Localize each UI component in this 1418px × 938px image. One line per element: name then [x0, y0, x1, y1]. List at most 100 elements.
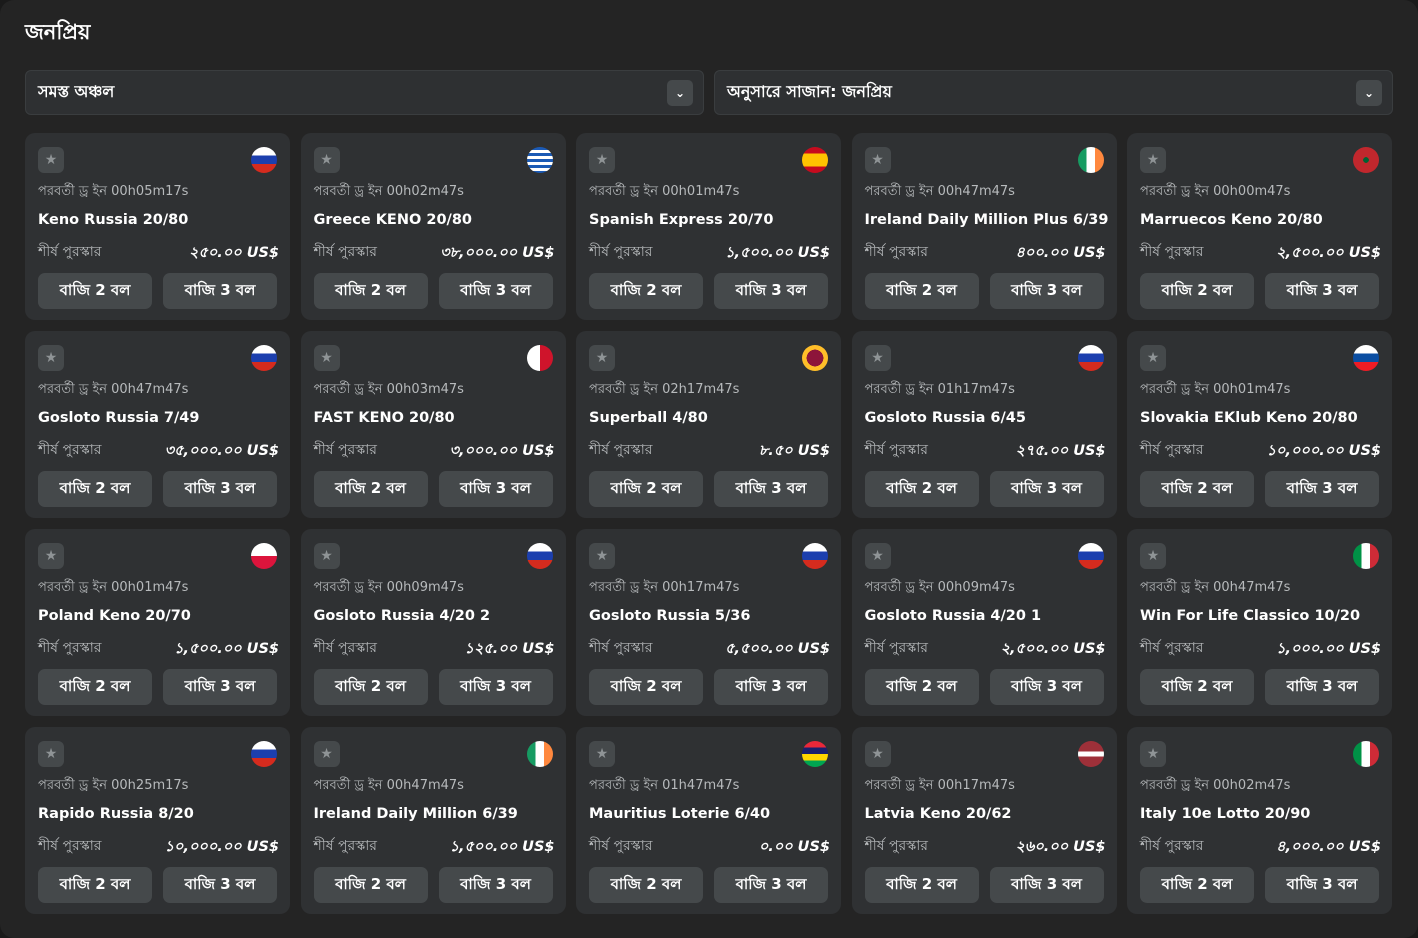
favorite-star-icon[interactable]: ★ [313, 543, 340, 569]
bet-3-balls-button[interactable]: বাজি 3 বল [989, 471, 1104, 507]
lottery-card[interactable]: ★ পরবর্তী ড্র ইন 00h01m47s Spanish Expre… [576, 133, 841, 320]
bet-3-balls-button[interactable]: বাজি 3 বল [714, 471, 828, 507]
bet-2-balls-button[interactable]: বাজি 2 বল [313, 273, 428, 309]
region-dropdown[interactable]: সমস্ত অঞ্চল ⌄ [25, 70, 704, 115]
lottery-card[interactable]: ★ পরবর্তী ড্র ইন 00h03m47s FAST KENO 20/… [300, 331, 566, 518]
favorite-star-icon[interactable]: ★ [864, 147, 891, 173]
bet-2-balls-button[interactable]: বাজি 2 বল [864, 867, 979, 903]
lottery-card[interactable]: ★ পরবর্তী ড্র ইন 00h17m47s Gosloto Russi… [576, 529, 841, 716]
lottery-card[interactable]: ★ পরবর্তী ড্র ইন 00h47m47s Win For Life … [1127, 529, 1392, 716]
bet-3-balls-button[interactable]: বাজি 3 বল [989, 867, 1104, 903]
bet-2-balls-button[interactable]: বাজি 2 বল [313, 669, 428, 705]
bet-3-balls-button[interactable]: বাজি 3 বল [438, 273, 553, 309]
bet-3-balls-button[interactable]: বাজি 3 বল [989, 669, 1104, 705]
next-draw-timer: পরবর্তী ড্র ইন 00h47m47s [313, 778, 464, 793]
favorite-star-icon[interactable]: ★ [313, 345, 340, 371]
top-prize-value: ৩,০০০.০০ US$ [449, 443, 555, 459]
italy-flag-icon [1353, 543, 1379, 569]
lottery-card[interactable]: ★ পরবর্তী ড্র ইন 00h01m47s Poland Keno 2… [25, 529, 290, 716]
bet-2-balls-button[interactable]: বাজি 2 বল [38, 273, 152, 309]
lottery-card[interactable]: ★ পরবর্তী ড্র ইন 00h09m47s Gosloto Russi… [851, 529, 1117, 716]
next-draw-timer: পরবর্তী ড্র ইন 00h17m47s [589, 580, 740, 595]
bet-2-balls-button[interactable]: বাজি 2 বল [38, 867, 152, 903]
top-prize-label: শীর্ষ পুরস্কার [38, 244, 102, 260]
favorite-star-icon[interactable]: ★ [864, 741, 891, 767]
bet-2-balls-button[interactable]: বাজি 2 বল [1140, 669, 1254, 705]
lottery-card[interactable]: ★ পরবর্তী ড্র ইন 00h47m47s Ireland Daily… [300, 727, 566, 914]
bet-2-balls-button[interactable]: বাজি 2 বল [313, 867, 428, 903]
lottery-card[interactable]: ★ পরবর্তী ড্র ইন 00h02m47s Greece KENO 2… [300, 133, 566, 320]
bet-3-balls-button[interactable]: বাজি 3 বল [438, 867, 553, 903]
lottery-card[interactable]: ★ পরবর্তী ড্র ইন 00h05m17s Keno Russia 2… [25, 133, 290, 320]
bet-2-balls-button[interactable]: বাজি 2 বল [864, 273, 979, 309]
bet-3-balls-button[interactable]: বাজি 3 বল [1265, 867, 1379, 903]
lottery-name: Gosloto Russia 5/36 [589, 608, 751, 624]
favorite-star-icon[interactable]: ★ [589, 543, 615, 569]
bet-3-balls-button[interactable]: বাজি 3 বল [714, 867, 828, 903]
bet-3-balls-button[interactable]: বাজি 3 বল [1265, 471, 1379, 507]
bet-3-balls-button[interactable]: বাজি 3 বল [438, 669, 553, 705]
bet-2-balls-button[interactable]: বাজি 2 বল [589, 669, 703, 705]
bet-3-balls-button[interactable]: বাজি 3 বল [163, 273, 277, 309]
bet-2-balls-button[interactable]: বাজি 2 বল [1140, 471, 1254, 507]
lottery-card[interactable]: ★ পরবর্তী ড্র ইন 00h09m47s Gosloto Russi… [300, 529, 566, 716]
bet-3-balls-button[interactable]: বাজি 3 বল [438, 471, 553, 507]
bet-3-balls-button[interactable]: বাজি 3 বল [714, 669, 828, 705]
top-prize-label: শীর্ষ পুরস্কার [1140, 838, 1204, 854]
lottery-card[interactable]: ★ পরবর্তী ড্র ইন 00h47m47s Ireland Daily… [851, 133, 1117, 320]
lottery-card[interactable]: ★ পরবর্তী ড্র ইন 00h25m17s Rapido Russia… [25, 727, 290, 914]
bet-3-balls-button[interactable]: বাজি 3 বল [163, 669, 277, 705]
favorite-star-icon[interactable]: ★ [1140, 543, 1166, 569]
top-prize-value: ২,৫০০.০০ US$ [1276, 245, 1381, 261]
favorite-star-icon[interactable]: ★ [589, 147, 615, 173]
top-prize-value: ১০,০০০.০০ US$ [164, 839, 279, 855]
favorite-star-icon[interactable]: ★ [38, 543, 64, 569]
lottery-card[interactable]: ★ পরবর্তী ড্র ইন 00h17m47s Latvia Keno 2… [851, 727, 1117, 914]
bet-3-balls-button[interactable]: বাজি 3 বল [714, 273, 828, 309]
lottery-card[interactable]: ★ পরবর্তী ড্র ইন 00h00m47s Marruecos Ken… [1127, 133, 1392, 320]
favorite-star-icon[interactable]: ★ [589, 741, 615, 767]
bet-2-balls-button[interactable]: বাজি 2 বল [1140, 867, 1254, 903]
bet-2-balls-button[interactable]: বাজি 2 বল [864, 471, 979, 507]
lottery-card[interactable]: ★ পরবর্তী ড্র ইন 01h17m47s Gosloto Russi… [851, 331, 1117, 518]
bet-3-balls-button[interactable]: বাজি 3 বল [1265, 669, 1379, 705]
sort-dropdown[interactable]: অনুসারে সাজান: জনপ্রিয় ⌄ [714, 70, 1393, 115]
bet-2-balls-button[interactable]: বাজি 2 বল [38, 471, 152, 507]
bet-2-balls-button[interactable]: বাজি 2 বল [864, 669, 979, 705]
lottery-name: Keno Russia 20/80 [38, 212, 189, 228]
next-draw-timer: পরবর্তী ড্র ইন 00h17m47s [864, 778, 1015, 793]
favorite-star-icon[interactable]: ★ [313, 147, 340, 173]
favorite-star-icon[interactable]: ★ [864, 543, 891, 569]
favorite-star-icon[interactable]: ★ [313, 741, 340, 767]
favorite-star-icon[interactable]: ★ [1140, 147, 1166, 173]
favorite-star-icon[interactable]: ★ [38, 147, 64, 173]
lottery-card[interactable]: ★ পরবর্তী ড্র ইন 00h01m47s Slovakia EKlu… [1127, 331, 1392, 518]
ireland-flag-icon [526, 741, 553, 767]
top-prize-value: ২,৫০০.০০ US$ [1000, 641, 1106, 657]
top-prize-label: শীর্ষ পুরস্কার [864, 838, 929, 854]
lottery-card[interactable]: ★ পরবর্তী ড্র ইন 01h47m47s Mauritius Lot… [576, 727, 841, 914]
lottery-card[interactable]: ★ পরবর্তী ড্র ইন 02h17m47s Superball 4/8… [576, 331, 841, 518]
top-prize-value: ৩৫,০০০.০০ US$ [164, 443, 279, 459]
bet-2-balls-button[interactable]: বাজি 2 বল [589, 273, 703, 309]
lottery-card[interactable]: ★ পরবর্তী ড্র ইন 00h47m47s Gosloto Russi… [25, 331, 290, 518]
bet-2-balls-button[interactable]: বাজি 2 বল [589, 867, 703, 903]
favorite-star-icon[interactable]: ★ [38, 741, 64, 767]
bet-2-balls-button[interactable]: বাজি 2 বল [589, 471, 703, 507]
bet-2-balls-button[interactable]: বাজি 2 বল [38, 669, 152, 705]
favorite-star-icon[interactable]: ★ [1140, 345, 1166, 371]
lottery-name: Poland Keno 20/70 [38, 608, 191, 624]
bet-3-balls-button[interactable]: বাজি 3 বল [989, 273, 1104, 309]
bet-2-balls-button[interactable]: বাজি 2 বল [313, 471, 428, 507]
lottery-name: Spanish Express 20/70 [589, 212, 774, 228]
favorite-star-icon[interactable]: ★ [589, 345, 615, 371]
bet-3-balls-button[interactable]: বাজি 3 বল [1265, 273, 1379, 309]
bet-3-balls-button[interactable]: বাজি 3 বল [163, 867, 277, 903]
bet-2-balls-button[interactable]: বাজি 2 বল [1140, 273, 1254, 309]
bet-3-balls-button[interactable]: বাজি 3 বল [163, 471, 277, 507]
favorite-star-icon[interactable]: ★ [864, 345, 891, 371]
lottery-card[interactable]: ★ পরবর্তী ড্র ইন 00h02m47s Italy 10e Lot… [1127, 727, 1392, 914]
favorite-star-icon[interactable]: ★ [1140, 741, 1166, 767]
favorite-star-icon[interactable]: ★ [38, 345, 64, 371]
lottery-name: Ireland Daily Million Plus 6/39 [864, 212, 1109, 228]
